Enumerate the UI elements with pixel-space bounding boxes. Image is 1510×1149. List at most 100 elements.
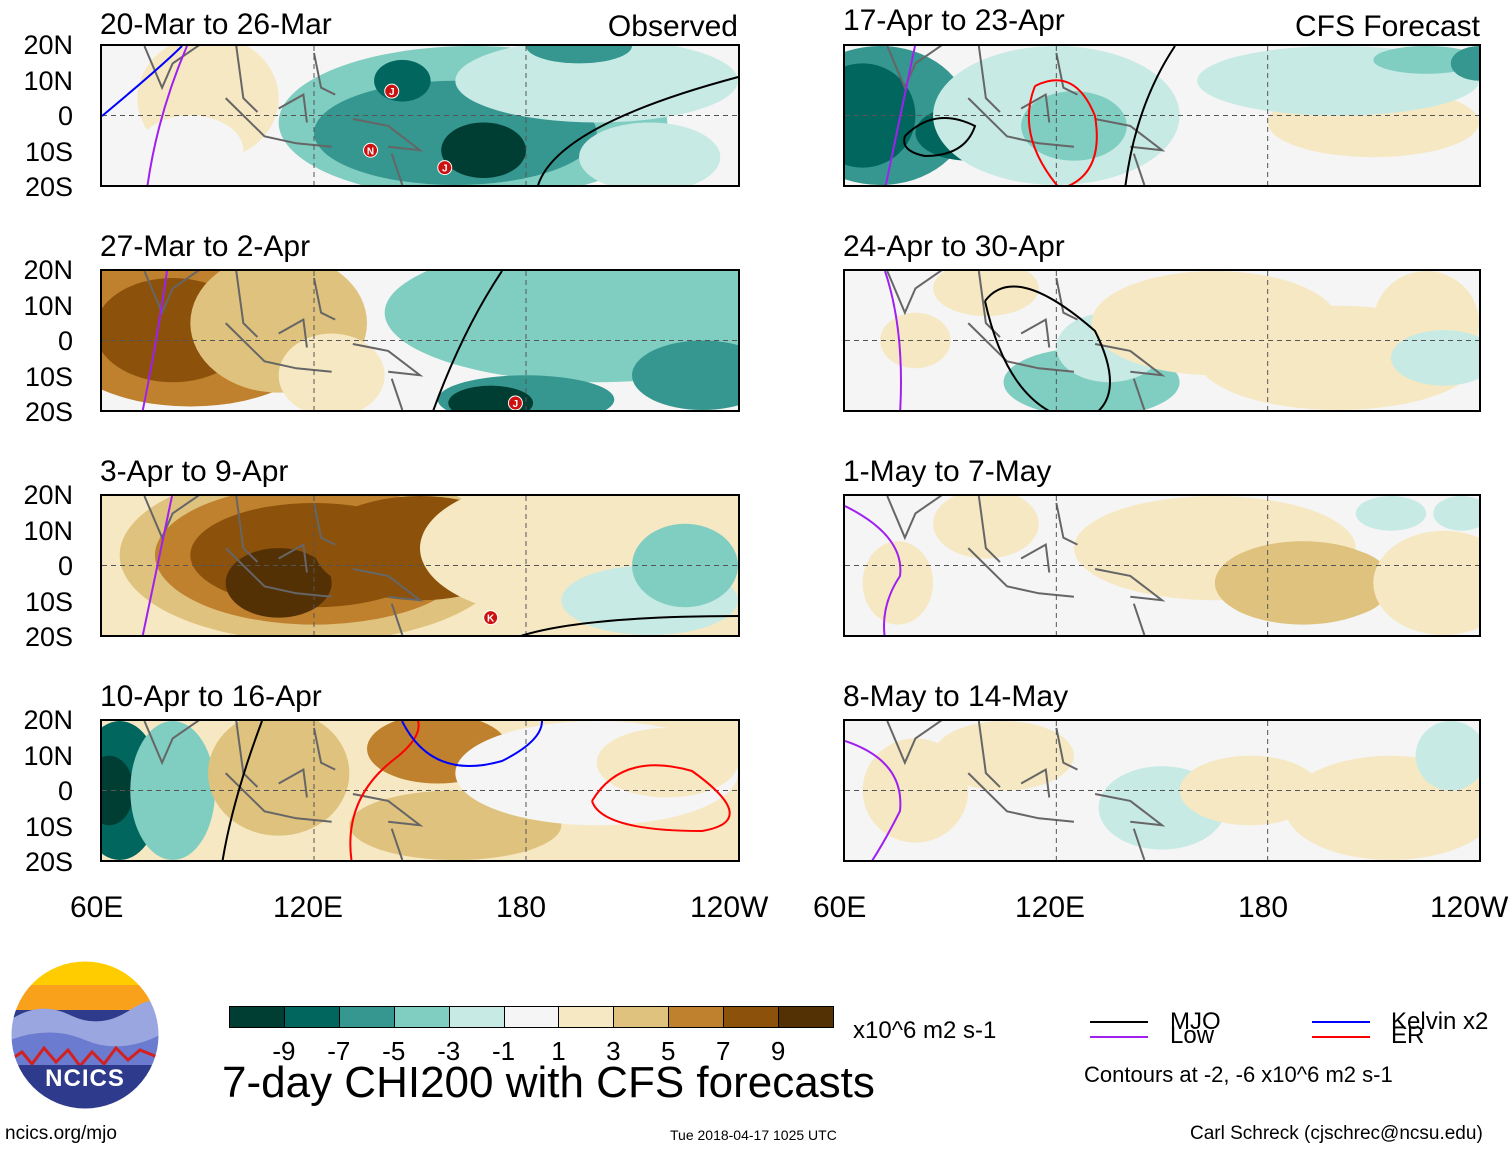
colorbar-units: x10^6 m2 s-1 (853, 1017, 997, 1044)
map-panel (843, 719, 1481, 862)
map-field (845, 271, 1479, 410)
colorbar-cell (448, 1006, 505, 1028)
legend-swatch-kelvin (1312, 1021, 1370, 1023)
coastline (886, 46, 1166, 185)
wave-contour (141, 496, 173, 635)
colorbar-cell (229, 1006, 285, 1028)
wave-contour (520, 615, 738, 635)
legend-swatch-er (1312, 1036, 1370, 1038)
anomaly-region (102, 755, 134, 826)
colorbar-tick: 5 (661, 1036, 676, 1066)
map-field: J N J (102, 46, 738, 185)
colorbar-tick: -5 (382, 1036, 406, 1066)
storm-label: N (367, 146, 374, 157)
lon-tick: 120W (690, 891, 769, 924)
lat-tick: 20S (24, 622, 73, 652)
map-panel (843, 44, 1481, 187)
colorbar-cell (558, 1006, 615, 1028)
storm-marker: J (507, 395, 523, 410)
lat-tick: 0 (57, 776, 73, 806)
lat-tick: 10S (24, 136, 73, 167)
anomaly-region (130, 721, 216, 860)
wave-contour (845, 505, 902, 635)
lon-tick: 180 (1238, 891, 1289, 924)
lon-tick: 120E (1015, 891, 1086, 924)
anomaly-region (1415, 721, 1479, 791)
colorbar-tick: 7 (715, 1036, 731, 1066)
colorbar-cell (393, 1006, 450, 1028)
storm-marker: J (437, 160, 453, 176)
storm-label: J (442, 164, 448, 175)
panel-kind: Observed (607, 10, 738, 43)
colorbar-tick: 1 (551, 1036, 566, 1066)
colorbar-tick: -1 (491, 1036, 516, 1066)
panel-title: 1-May to 7-May (843, 455, 1052, 488)
lat-tick: 10S (24, 586, 73, 617)
wave-contour (146, 46, 188, 185)
lat-tick: 10N (23, 290, 73, 321)
coastline (886, 271, 1166, 410)
panel-title: 10-Apr to 16-Apr (100, 680, 322, 713)
colorbar-cell (668, 1006, 725, 1028)
colorbar-tick: -3 (437, 1036, 461, 1066)
panel-title: 27-Mar to 2-Apr (100, 230, 311, 263)
lon-tick: 180 (496, 891, 547, 924)
legend-label: ER (1391, 1022, 1425, 1049)
colorbar-tick: 9 (770, 1036, 786, 1066)
lat-tick: 20N (23, 255, 73, 285)
anomaly-region (374, 59, 431, 102)
wave-contour (884, 46, 916, 185)
colorbar-cell (283, 1006, 340, 1028)
anomaly-region (1450, 46, 1479, 81)
wave-contour (845, 740, 902, 860)
logo-icon (10, 960, 160, 1110)
storm-label: J (513, 399, 519, 410)
wave-contour (349, 721, 420, 860)
lat-tick: 20N (23, 480, 73, 510)
anomaly-region (1373, 530, 1479, 635)
legend-label: MJO (1170, 1008, 1221, 1035)
anomaly-region (845, 63, 916, 168)
wave-contour (884, 271, 902, 410)
wave-contour (141, 271, 168, 410)
anomaly-region (278, 333, 385, 410)
anomaly-region (632, 340, 738, 410)
colorbar-cell (613, 1006, 670, 1028)
colorbar (229, 1006, 834, 1028)
lon-tick: 60E (813, 891, 867, 924)
coastline (886, 721, 1166, 860)
wave-contour (1124, 46, 1176, 185)
anomaly-region (526, 46, 632, 64)
colorbar-tick: 3 (606, 1036, 621, 1066)
map-field (845, 496, 1479, 635)
map-panel (843, 494, 1481, 637)
map-field (845, 46, 1479, 185)
anomaly-region (579, 122, 721, 185)
coastline (143, 271, 424, 410)
map-field: K (102, 496, 738, 635)
lat-tick: 20S (24, 397, 73, 427)
lat-tick: 20S (24, 847, 73, 877)
anomaly-region (1390, 330, 1479, 386)
panel-title: 3-Apr to 9-Apr (100, 455, 289, 488)
coastline (143, 496, 424, 635)
lon-tick: 120W (1430, 891, 1509, 924)
map-panel (100, 719, 740, 862)
lon-tick: 120E (273, 891, 344, 924)
map-panel: J (100, 269, 740, 412)
lat-tick: 10S (24, 361, 73, 392)
wave-contour (221, 721, 263, 860)
storm-label: J (389, 87, 395, 98)
storm-label: K (487, 614, 495, 625)
lat-tick: 10S (24, 811, 73, 842)
map-panel: K (100, 494, 740, 637)
colorbar-cell (778, 1006, 834, 1028)
wave-contour (984, 300, 1050, 410)
lon-tick: 60E (70, 891, 124, 924)
anomaly-region (933, 271, 1039, 317)
colorbar-cell (338, 1006, 395, 1028)
panel-title: 17-Apr to 23-Apr (843, 4, 1065, 37)
panel-title: 20-Mar to 26-Mar (100, 8, 332, 41)
anomaly-region (862, 541, 934, 625)
legend-swatch-low (1090, 1036, 1148, 1038)
